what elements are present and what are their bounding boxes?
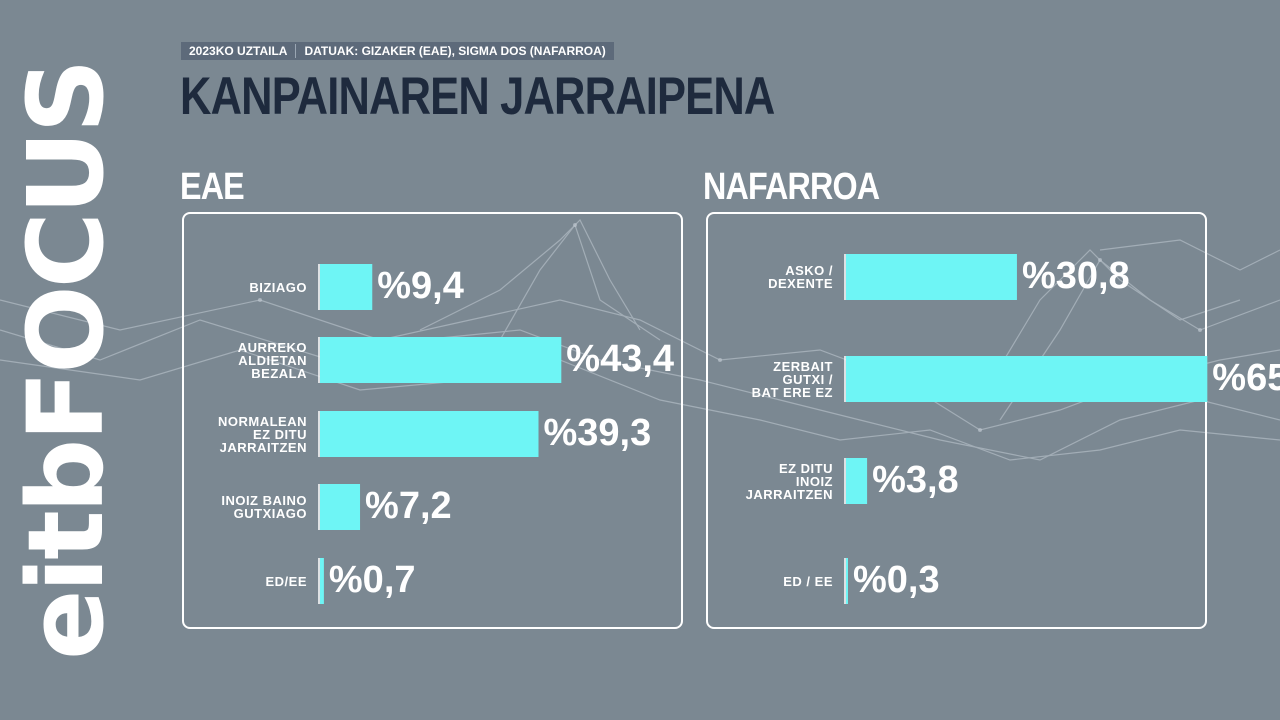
category-label-line: JARRAITZEN: [219, 439, 307, 455]
chart-panel-nafarroa: ASKO / DEXENTE %30,8 ZERBAIT GUTXI / BAT ERE …: [706, 212, 1280, 629]
chart-nafarroa-svg: [844, 254, 1208, 604]
category-label-line: EZ DITU: [778, 460, 833, 476]
category-label-line: AURREKO: [237, 339, 307, 355]
value-label-nafarroa-2: %3,8: [872, 459, 959, 501]
page-title: KANPAINAREN JARRAIPENA: [180, 67, 775, 126]
bar-eae-3: [320, 484, 361, 530]
category-label-line: INOIZ: [795, 473, 833, 489]
bar-eae-1: [320, 337, 562, 383]
bar-nafarroa-2: [846, 458, 868, 504]
category-label-line: BAT ERE EZ: [751, 384, 833, 400]
category-label-line: BEZALA: [251, 365, 307, 381]
region-title-nafarroa: NAFARROA: [703, 166, 880, 208]
category-label-line: GUTXIAGO: [233, 506, 307, 521]
source-label: DATUAK: GIZAKER (EAE), SIGMA DOS (NAFARR…: [304, 44, 606, 58]
category-label-line: ASKO /: [785, 263, 833, 278]
value-label-nafarroa-0: %30,8: [1021, 255, 1130, 297]
category-label-nafarroa-3: ED / EE: [783, 575, 833, 588]
logo-text: eitbFOCUS: [5, 61, 127, 660]
value-label-eae-2: %39,3: [543, 412, 652, 454]
chart-eae-svg: [318, 264, 562, 604]
category-label-line: NORMALEAN: [218, 413, 307, 429]
region-title-eae: EAE: [180, 166, 245, 208]
meta-divider: [295, 44, 297, 58]
bar-nafarroa-3: [846, 558, 848, 604]
category-label-line: DEXENTE: [768, 276, 833, 291]
value-label-nafarroa-3: %0,3: [853, 559, 940, 601]
category-label-eae-1: AURREKO ALDIETAN BEZALA: [238, 341, 307, 380]
bar-eae-2: [320, 411, 539, 457]
bar-eae-4: [320, 558, 324, 604]
value-label-eae-3: %7,2: [365, 485, 452, 527]
category-label-line: JARRAITZEN: [745, 486, 833, 502]
category-label-line: BIZIAGO: [249, 279, 307, 295]
bar-nafarroa-1: [846, 356, 1208, 402]
chart-panel-eae: BIZIAGO %9,4 AURREKO ALDIETAN BEZALA %43,4 NOR…: [182, 212, 683, 629]
bar-eae-0: [320, 264, 373, 310]
category-label-line: INOIZ BAINO: [221, 493, 307, 508]
value-label-eae-1: %43,4: [566, 338, 675, 380]
bar-nafarroa-0: [846, 254, 1017, 300]
category-label-line: ZERBAIT: [773, 358, 833, 374]
category-label-eae-0: BIZIAGO: [249, 281, 307, 294]
category-label-nafarroa-2: EZ DITU INOIZ JARRAITZEN: [746, 462, 833, 501]
category-label-line: ALDIETAN: [238, 352, 307, 368]
category-label-line: ED / EE: [783, 573, 833, 589]
category-label-line: GUTXI /: [782, 371, 833, 387]
category-label-nafarroa-1: ZERBAIT GUTXI / BAT ERE EZ: [752, 360, 833, 399]
value-label-nafarroa-1: %65,1: [1212, 357, 1280, 399]
category-label-eae-4: ED/EE: [265, 575, 307, 588]
eitb-focus-logo: eitbFOCUS: [5, 62, 127, 660]
header-meta-tag: 2023KO UZTAILA DATUAK: GIZAKER (EAE), SI…: [181, 42, 614, 60]
value-label-eae-0: %9,4: [377, 265, 464, 307]
category-label-eae-2: NORMALEAN EZ DITU JARRAITZEN: [218, 415, 307, 454]
date-label: 2023KO UZTAILA: [189, 44, 288, 58]
category-label-eae-3: INOIZ BAINO GUTXIAGO: [221, 494, 307, 520]
category-label-line: EZ DITU: [252, 426, 307, 442]
category-label-nafarroa-0: ASKO / DEXENTE: [768, 264, 833, 290]
category-label-line: ED/EE: [265, 573, 307, 589]
value-label-eae-4: %0,7: [328, 559, 416, 601]
